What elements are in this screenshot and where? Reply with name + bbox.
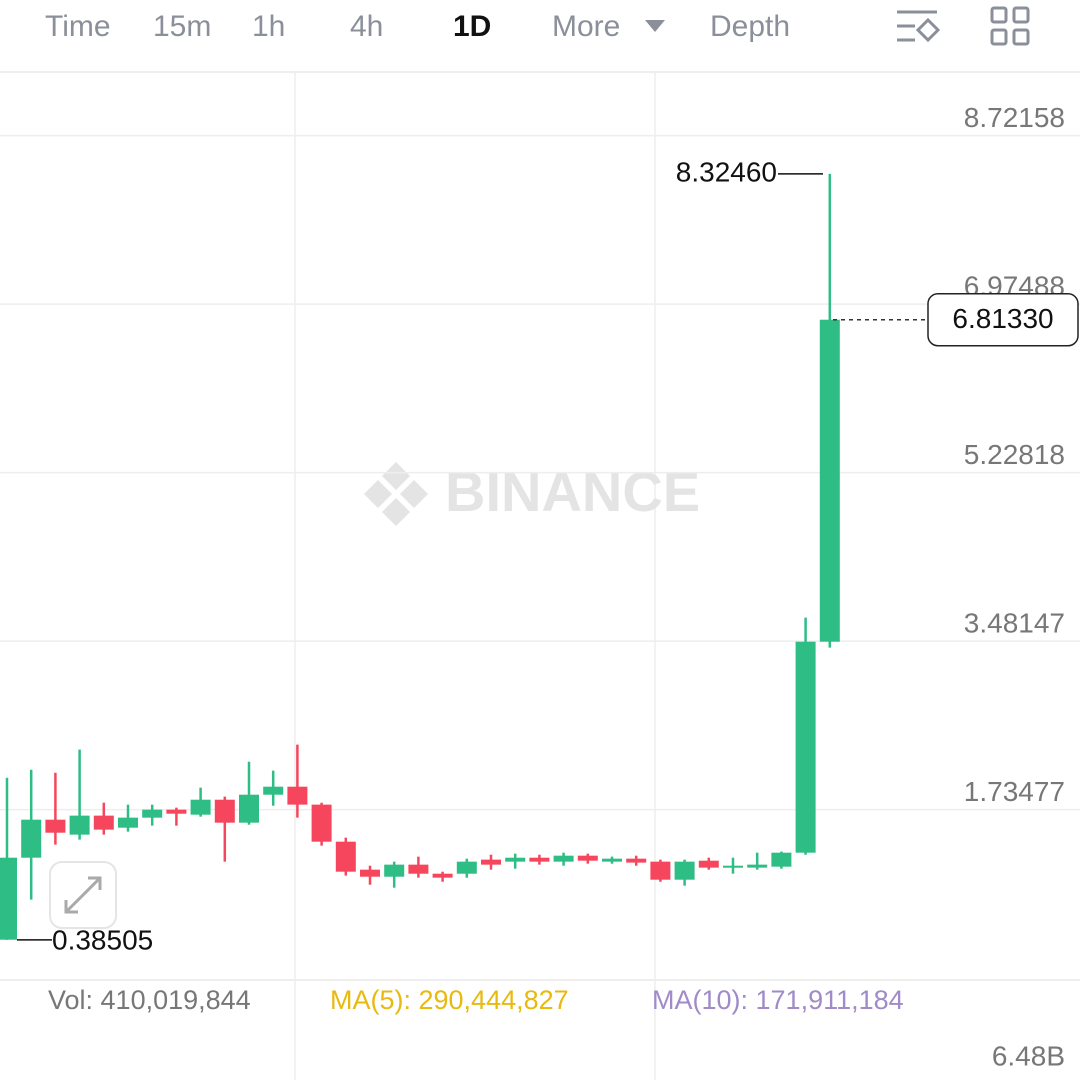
last-price-box (927, 292, 1079, 347)
layout-icon[interactable] (990, 6, 1030, 46)
volume-label: Vol: 410,019,844 (48, 985, 251, 1015)
y-tick-label: 8.72158 (964, 102, 1065, 133)
candles (0, 173, 840, 940)
volume-axis-label: 6.48B (992, 1040, 1065, 1071)
candle-body (650, 861, 671, 880)
candle-body (384, 864, 405, 877)
candle-body (698, 860, 719, 868)
candle-body (602, 858, 622, 862)
candle-body (771, 852, 792, 867)
candle-body (21, 819, 42, 858)
candle-body (408, 864, 429, 874)
candle-body (723, 865, 743, 868)
candle-body (142, 809, 163, 818)
watermark-logo (364, 462, 428, 526)
watermark: BINANCE (445, 460, 700, 523)
tab[interactable]: Time (45, 10, 111, 43)
tab[interactable]: More (552, 10, 620, 43)
candle-body (0, 857, 17, 940)
tab[interactable]: Depth (710, 10, 790, 43)
candle-body (118, 817, 138, 828)
candle-body (626, 858, 647, 863)
candle-body (214, 799, 235, 823)
candle-body (311, 804, 332, 842)
more-caret[interactable] (645, 20, 665, 32)
y-tick-label: 1.73477 (964, 776, 1065, 807)
candle-body (287, 786, 308, 805)
candle-body (795, 641, 816, 853)
tab[interactable]: 1D (453, 10, 491, 43)
candle-body (69, 815, 90, 835)
candle-body (481, 859, 501, 865)
ma5-label: MA(5): 290,444,827 (330, 985, 569, 1015)
annotations: 8.32460 0.38505 6.81330 (17, 156, 1079, 955)
expand-button[interactable] (49, 861, 117, 929)
candle-body (239, 794, 259, 823)
tab[interactable]: 1h (252, 10, 285, 43)
candle-body (166, 809, 187, 814)
tab[interactable]: 15m (153, 10, 211, 43)
candle-body (674, 861, 695, 880)
candle-body (45, 819, 66, 833)
candle-body (747, 864, 768, 868)
candle-body (505, 857, 526, 862)
candle-body (335, 841, 356, 872)
min-label: 0.38505 (52, 924, 153, 955)
candle-body (819, 319, 840, 642)
candle-body (190, 799, 211, 815)
candle-body (263, 786, 284, 795)
tab[interactable]: 4h (350, 10, 383, 43)
y-tick-label: 5.22818 (964, 439, 1065, 470)
candle-body (360, 869, 380, 877)
max-label: 8.32460 (676, 156, 777, 187)
candle-body (93, 815, 114, 830)
candle-body (456, 861, 477, 874)
candle-body (529, 857, 550, 862)
last-price-label: 6.81330 (952, 303, 1053, 334)
settings-icon[interactable] (897, 10, 941, 43)
candle-body (553, 855, 574, 862)
ma10-label: MA(10): 171,911,184 (652, 985, 904, 1015)
y-tick-label: 3.48147 (964, 608, 1065, 639)
candle-body (577, 855, 598, 861)
candle-body (432, 873, 453, 878)
